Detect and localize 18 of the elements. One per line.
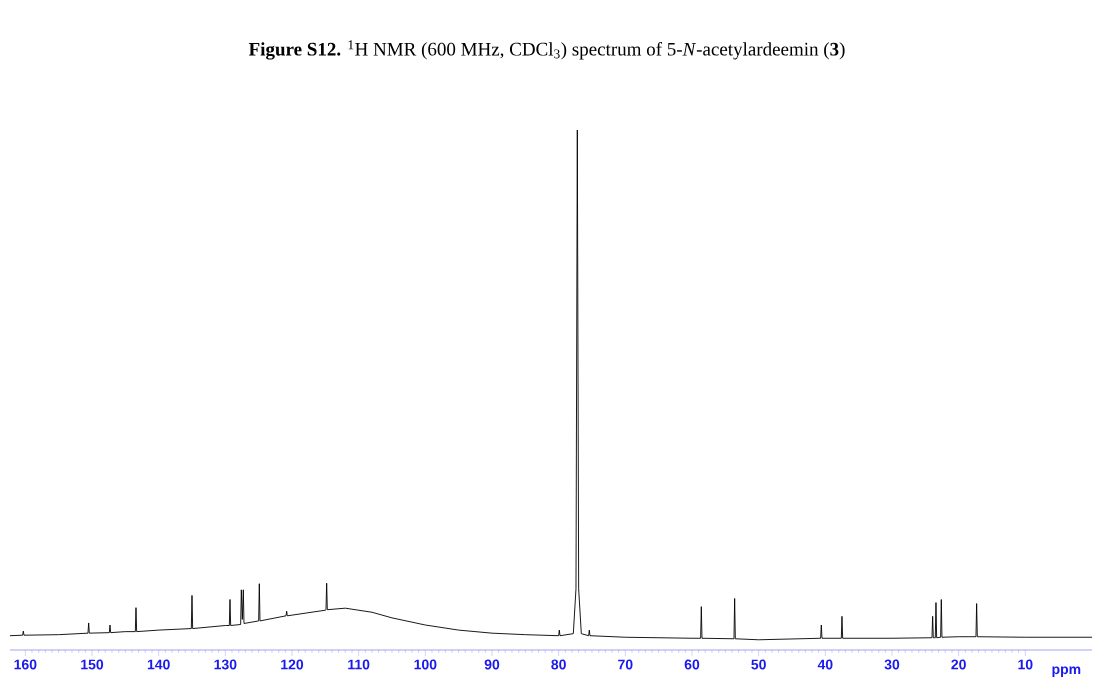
- x-tick-label: 10: [1018, 659, 1033, 670]
- x-tick-label: 70: [618, 659, 633, 670]
- x-tick-label: 30: [884, 659, 900, 670]
- x-axis-title: ppm: [1052, 666, 1081, 677]
- x-tick-label: 150: [81, 659, 104, 670]
- x-tick-label: 100: [414, 659, 437, 670]
- x-tick-label: 80: [551, 659, 566, 670]
- x-tick-label: 160: [14, 659, 37, 670]
- x-tick-label: 90: [484, 659, 500, 670]
- x-tick-label: 120: [281, 659, 304, 670]
- chart-title: Figure S12. $^{1}$H NMR (600 MHz, CDCl$_{3}$) spectrum of 5-N-acetylardeemin (3): [248, 40, 845, 60]
- x-tick-label: 50: [751, 659, 766, 670]
- x-tick-label: 130: [214, 659, 237, 670]
- x-tick-label: 60: [684, 659, 700, 670]
- x-tick-label: 140: [147, 659, 170, 670]
- x-tick-label: 20: [951, 659, 966, 670]
- x-tick-label: 40: [817, 659, 833, 670]
- x-tick-label: 110: [348, 659, 370, 670]
